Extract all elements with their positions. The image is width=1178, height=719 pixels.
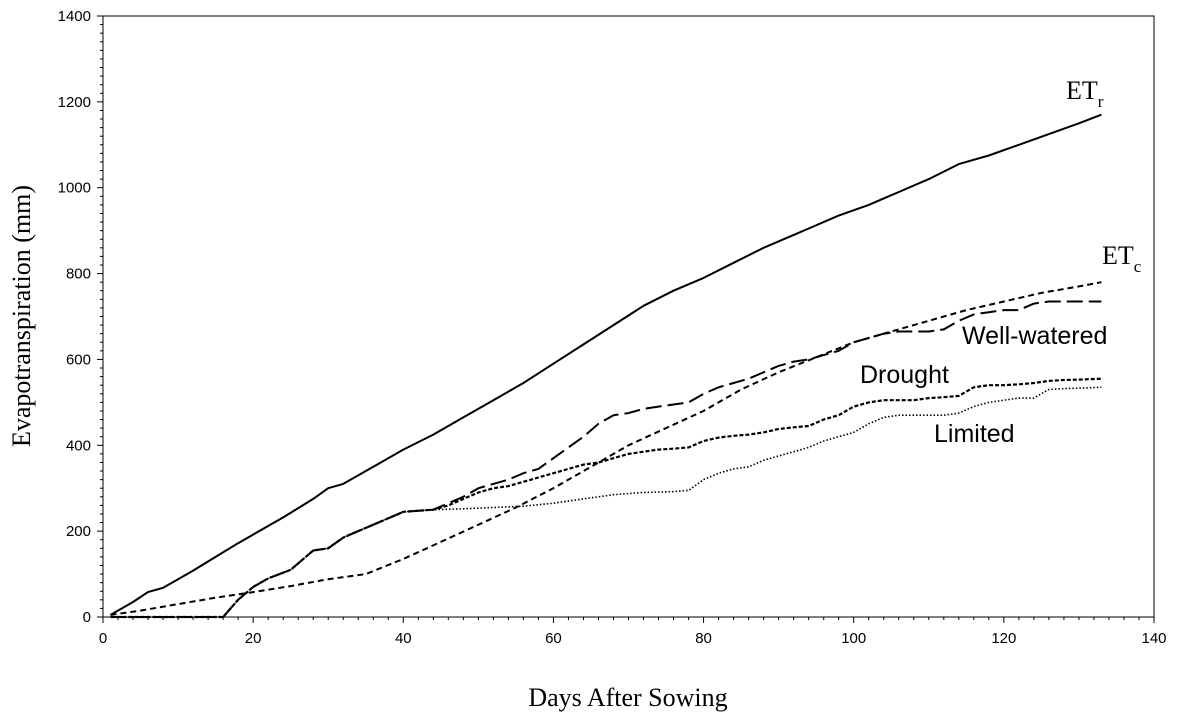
y-tick-label: 1000 <box>58 180 91 197</box>
x-tick-label: 140 <box>1141 630 1166 647</box>
x-axis-ticks: 0 20 40 60 80 100 120 140 <box>99 617 1167 647</box>
y-tick-label: 600 <box>66 351 91 368</box>
series-label-etr-main: ET <box>1066 76 1098 105</box>
y-axis-ticks: 0 200 400 600 800 1000 1200 1400 <box>58 8 103 626</box>
x-tick-label: 40 <box>395 630 412 647</box>
series-line-well-watered <box>110 300 1102 618</box>
x-tick-label: 60 <box>545 630 562 647</box>
y-tick-label: 400 <box>66 437 91 454</box>
series-label-well-watered: Well-watered <box>962 322 1107 350</box>
x-tick-label: 0 <box>99 630 107 647</box>
series-label-etc: ETc <box>1102 241 1142 276</box>
x-tick-label: 120 <box>991 630 1016 647</box>
series-label-drought: Drought <box>860 361 949 389</box>
series-label-etc-main: ET <box>1102 241 1134 270</box>
x-tick-label: 100 <box>841 630 866 647</box>
series-line-etc <box>110 281 1102 616</box>
series-line-etr <box>110 113 1102 616</box>
y-tick-label: 1400 <box>58 8 91 25</box>
y-tick-label: 0 <box>83 609 91 626</box>
y-tick-label: 800 <box>66 266 91 283</box>
x-axis-title: Days After Sowing <box>528 683 727 712</box>
y-axis-title: Evapotranspiration (mm) <box>7 185 36 447</box>
series-label-etr-sub: r <box>1098 92 1104 111</box>
x-tick-label: 20 <box>245 630 262 647</box>
series-label-limited: Limited <box>934 420 1015 448</box>
series-label-etr: ETr <box>1066 76 1104 111</box>
series-layer <box>110 113 1102 619</box>
series-line-limited <box>110 386 1102 618</box>
x-tick-label: 80 <box>695 630 712 647</box>
series-label-etc-sub: c <box>1134 257 1142 276</box>
y-tick-label: 200 <box>66 523 91 540</box>
y-tick-label: 1200 <box>58 94 91 111</box>
